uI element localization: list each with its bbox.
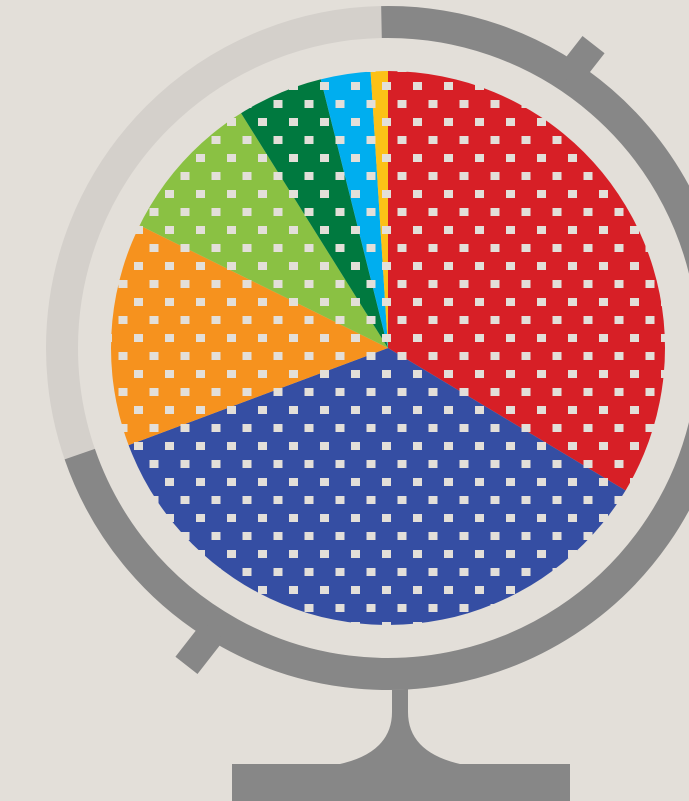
pie-slice xyxy=(111,215,388,454)
stand xyxy=(232,688,570,801)
pie-slice xyxy=(228,71,388,348)
ring-tab xyxy=(175,622,225,674)
pie-slice xyxy=(369,71,388,348)
ring-tab xyxy=(555,36,605,88)
pie-slice xyxy=(315,71,388,348)
pie-slice xyxy=(111,348,646,625)
globe-ring-arc xyxy=(64,6,689,690)
